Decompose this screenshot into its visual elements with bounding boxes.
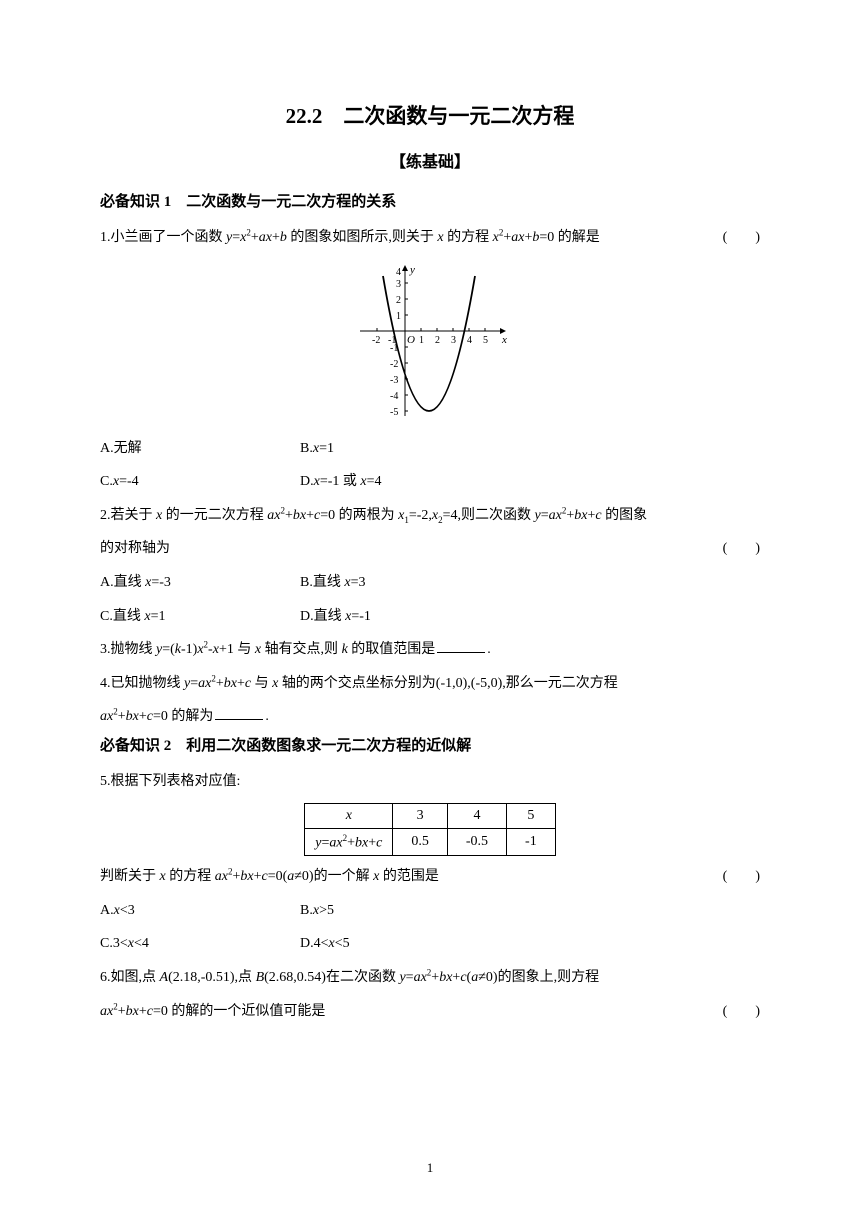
q2-stem-l2: 的对称轴为 ( ) <box>100 532 760 566</box>
q3-stem: 3.抛物线 y=(k-1)x2-x+1 与 x 轴有交点,则 k 的取值范围是. <box>100 633 760 667</box>
svg-text:-5: -5 <box>390 407 398 418</box>
q2-paren: ( ) <box>723 532 760 566</box>
q5-paren: ( ) <box>723 860 760 894</box>
section-2-heading: 必备知识 2 利用二次函数图象求一元二次方程的近似解 <box>100 734 760 755</box>
q3-blank <box>437 652 485 653</box>
subtitle: 【练基础】 <box>100 148 760 172</box>
svg-text:1: 1 <box>396 311 401 322</box>
q5-opt-d: D.4<x<5 <box>300 927 500 961</box>
q1-paren: ( ) <box>723 221 760 255</box>
q1-opt-c: C.x=-4 <box>100 465 300 499</box>
q1-stem: 1.小兰画了一个函数 y=x2+ax+b 的图象如图所示,则关于 x 的方程 x… <box>100 221 760 255</box>
q2-opt-c: C.直线 x=1 <box>100 600 300 634</box>
q2-opt-a: A.直线 x=-3 <box>100 566 300 600</box>
q5-opt-b: B.x>5 <box>300 894 500 928</box>
svg-text:-2: -2 <box>372 335 380 346</box>
q5-stem: 5.根据下列表格对应值: <box>100 765 760 799</box>
svg-text:5: 5 <box>483 335 488 346</box>
q5-judge: 判断关于 x 的方程 ax2+bx+c=0(a≠0)的一个解 x 的范围是 ( … <box>100 860 760 894</box>
q6-stem-l1: 6.如图,点 A(2.18,-0.51),点 B(2.68,0.54)在二次函数… <box>100 961 760 995</box>
svg-text:2: 2 <box>435 335 440 346</box>
svg-text:y: y <box>409 264 415 276</box>
q4-blank <box>215 719 263 720</box>
section-1-heading: 必备知识 1 二次函数与一元二次方程的关系 <box>100 190 760 211</box>
q6-paren: ( ) <box>723 995 760 1029</box>
svg-text:4: 4 <box>467 335 472 346</box>
q5-opt-a: A.x<3 <box>100 894 300 928</box>
q4-stem-l2: ax2+bx+c=0 的解为. <box>100 700 760 734</box>
q1-opt-d: D.x=-1 或 x=4 <box>300 465 500 499</box>
q5-table: x 3 4 5 y=ax2+bx+c 0.5 -0.5 -1 <box>100 803 760 857</box>
svg-text:x: x <box>501 334 507 346</box>
q2-opt-b: B.直线 x=3 <box>300 566 500 600</box>
svg-text:3: 3 <box>396 279 401 290</box>
svg-text:-2: -2 <box>390 359 398 370</box>
svg-text:1: 1 <box>419 335 424 346</box>
svg-text:4: 4 <box>396 267 401 278</box>
q6-stem-l2: ax2+bx+c=0 的解的一个近似值可能是 ( ) <box>100 995 760 1029</box>
svg-text:-3: -3 <box>390 375 398 386</box>
q5-opt-c: C.3<x<4 <box>100 927 300 961</box>
q4-stem-l1: 4.已知抛物线 y=ax2+bx+c 与 x 轴的两个交点坐标分别为(-1,0)… <box>100 667 760 701</box>
q1-opt-b: B.x=1 <box>300 432 500 466</box>
svg-text:-4: -4 <box>390 391 398 402</box>
svg-text:O: O <box>407 334 415 346</box>
page-number: 1 <box>0 1160 860 1176</box>
q2-stem-l1: 2.若关于 x 的一元二次方程 ax2+bx+c=0 的两根为 x1=-2,x2… <box>100 499 760 533</box>
q1-graph: x y O -2-1 12345 1234 -1-2-3-4-5 <box>100 261 760 426</box>
svg-text:2: 2 <box>396 295 401 306</box>
page-title: 22.2 二次函数与一元二次方程 <box>100 100 760 130</box>
q2-opt-d: D.直线 x=-1 <box>300 600 500 634</box>
svg-text:3: 3 <box>451 335 456 346</box>
q1-opt-a: A.无解 <box>100 432 300 466</box>
